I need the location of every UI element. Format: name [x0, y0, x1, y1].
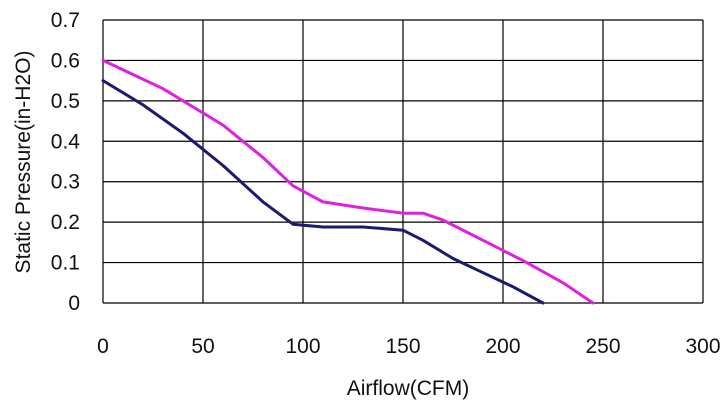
x-tick-label: 100 — [285, 335, 320, 358]
x-axis-label: Airflow(CFM) — [347, 377, 469, 400]
y-tick-label: 0 — [68, 292, 80, 315]
x-tick-label: 150 — [385, 335, 420, 358]
y-tick-label: 0.4 — [51, 130, 81, 153]
y-tick-label: 0.5 — [51, 90, 80, 113]
x-tick-label: 200 — [485, 335, 520, 358]
y-tick-label: 0.1 — [51, 252, 80, 275]
grid — [102, 19, 704, 304]
y-tick-label: 0.3 — [51, 171, 80, 194]
y-axis-label: Static Pressure(in-H2O) — [12, 51, 35, 274]
y-tick-label: 0.7 — [51, 9, 80, 32]
x-tick-label: 50 — [191, 335, 214, 358]
y-tick-label: 0.2 — [51, 211, 80, 234]
series-line-1 — [101, 58, 595, 305]
tick-labels: 0 50 100 150 200 250 300 0 0.1 0.2 0.3 0.4 0.5 0.6 0.7 — [51, 9, 721, 358]
x-tick-label: 250 — [585, 335, 620, 358]
series-line-2 — [101, 79, 545, 305]
series-lines — [101, 58, 595, 305]
x-tick-label: 300 — [685, 335, 720, 358]
y-tick-label: 0.6 — [51, 49, 80, 72]
x-tick-label: 0 — [97, 335, 109, 358]
